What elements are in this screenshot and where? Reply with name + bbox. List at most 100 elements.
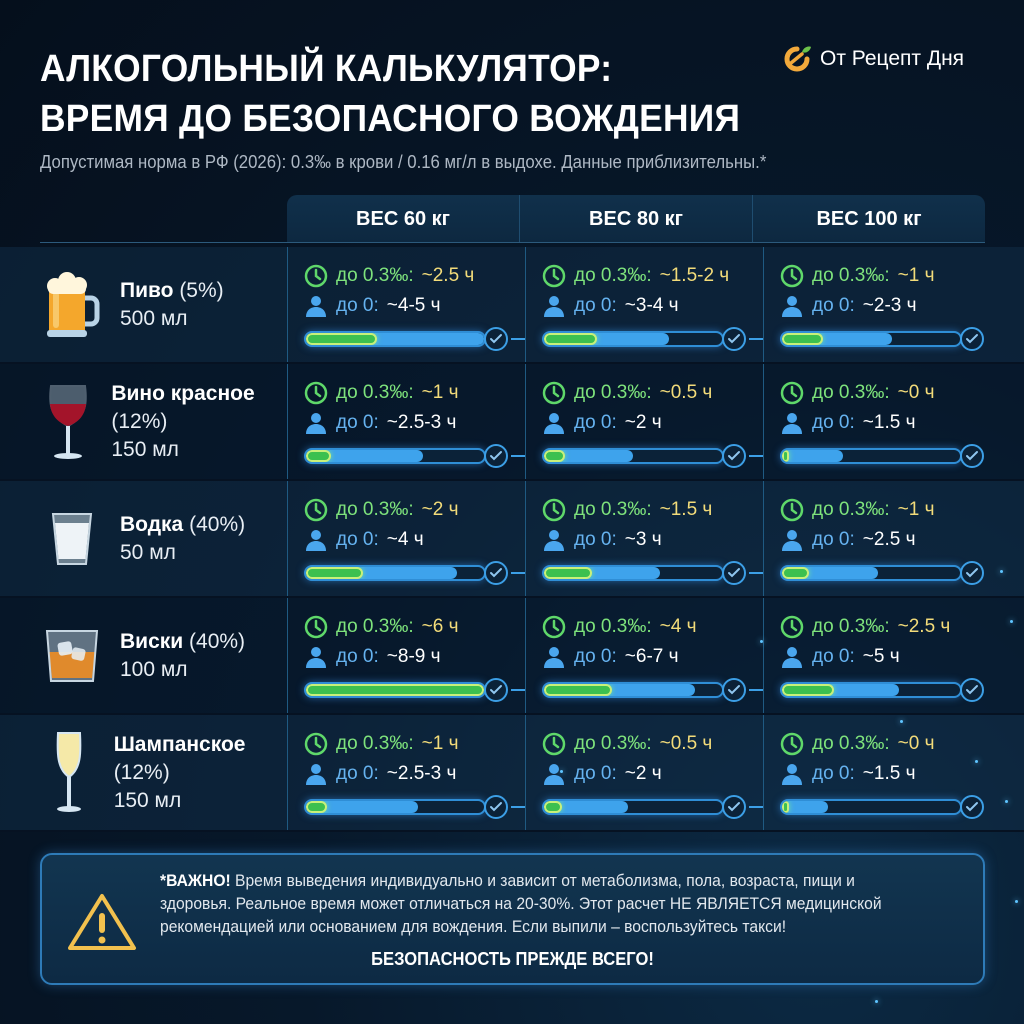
to-zero-value: ~3-4 ч xyxy=(624,295,679,316)
subtitle: Допустимая норма в РФ (2026): 0.3‰ в кро… xyxy=(40,152,767,172)
time-to-limit: до 0.3‰: ~1.5-2 ч xyxy=(542,261,747,291)
drink-info: Водка (40%) 50 мл xyxy=(0,481,287,596)
to-limit-value: ~1 ч xyxy=(897,499,935,520)
to-zero-value: ~1.5 ч xyxy=(862,412,916,433)
progress-track xyxy=(780,799,962,815)
time-to-zero: до 0: ~1.5 ч xyxy=(780,408,985,438)
disclaimer-body: Время выведения индивидуально и зависит … xyxy=(160,871,882,936)
decorative-star xyxy=(560,770,563,773)
to-zero-label: до 0: xyxy=(812,412,855,433)
check-badge xyxy=(722,327,746,351)
person-icon xyxy=(306,764,326,785)
drink-info: Шампанское (12%) 150 мл xyxy=(0,715,287,830)
check-icon xyxy=(728,568,740,578)
to-limit-value: ~0 ч xyxy=(897,733,935,754)
citrus-logo-icon xyxy=(784,46,811,72)
progress-to-limit xyxy=(782,333,823,345)
to-limit-label: до 0.3‰: xyxy=(336,499,414,520)
drink-volume: 150 мл xyxy=(111,437,179,461)
time-to-limit: до 0.3‰: ~1 ч xyxy=(780,261,985,291)
check-icon xyxy=(490,802,502,812)
progress-track xyxy=(304,682,486,698)
progress-to-zero xyxy=(782,801,829,813)
progress-to-limit xyxy=(544,567,593,579)
check-badge xyxy=(960,561,984,585)
time-to-limit: до 0.3‰: ~0.5 ч xyxy=(542,378,747,408)
time-to-limit: до 0.3‰: ~0 ч xyxy=(780,378,985,408)
to-limit-value: ~1 ч xyxy=(897,265,935,286)
clock-icon xyxy=(780,498,804,522)
brand-logo[interactable]: От Рецепт Дня xyxy=(782,42,964,76)
weight-cells: до 0.3‰: ~2 ч до 0: ~4 ч xyxy=(287,481,985,596)
drink-info: Виски (40%) 100 мл xyxy=(0,598,287,713)
weight-cells: до 0.3‰: ~1 ч до 0: ~2.5-3 ч xyxy=(287,715,985,830)
progress-to-limit xyxy=(782,567,809,579)
time-to-zero: до 0: ~2 ч xyxy=(542,759,747,789)
time-cell: до 0.3‰: ~1.5 ч до 0: ~3 ч xyxy=(525,481,763,596)
drink-volume: 500 мл xyxy=(120,306,188,330)
check-badge xyxy=(960,327,984,351)
drink-row: Водка (40%) 50 мл до 0.3‰: ~2 ч до 0: ~4… xyxy=(0,481,1024,598)
drink-name: Пиво xyxy=(120,278,174,302)
progress-bar xyxy=(780,444,985,468)
progress-track xyxy=(304,799,486,815)
check-badge xyxy=(722,444,746,468)
decorative-star xyxy=(1015,900,1018,903)
time-to-limit: до 0.3‰: ~2 ч xyxy=(304,495,509,525)
clock-icon xyxy=(304,381,328,405)
weight-column-headers: ВЕС 60 кг ВЕС 80 кг ВЕС 100 кг xyxy=(287,195,985,243)
time-to-zero: до 0: ~1.5 ч xyxy=(780,759,985,789)
to-zero-label: до 0: xyxy=(574,295,617,316)
progress-bar xyxy=(542,561,763,585)
connector-line xyxy=(749,806,763,808)
time-to-zero: до 0: ~4 ч xyxy=(304,525,509,555)
to-limit-label: до 0.3‰: xyxy=(574,265,652,286)
time-to-zero: до 0: ~3-4 ч xyxy=(542,291,747,321)
check-badge xyxy=(722,678,746,702)
progress-bar xyxy=(780,795,985,819)
time-cell: до 0.3‰: ~0 ч до 0: ~1.5 ч xyxy=(763,715,1001,830)
column-header-60: ВЕС 60 кг xyxy=(287,195,520,243)
time-cell: до 0.3‰: ~2 ч до 0: ~4 ч xyxy=(287,481,525,596)
check-badge xyxy=(484,678,508,702)
connector-line xyxy=(749,338,763,340)
progress-bar xyxy=(542,444,763,468)
progress-to-limit xyxy=(306,684,484,696)
connector-line xyxy=(511,806,525,808)
person-icon xyxy=(782,764,802,785)
progress-to-zero xyxy=(306,450,424,462)
drink-text: Шампанское (12%) 150 мл xyxy=(114,731,287,815)
progress-bar xyxy=(304,444,525,468)
connector-line xyxy=(511,455,525,457)
column-header-80: ВЕС 80 кг xyxy=(520,195,753,243)
clock-icon xyxy=(304,498,328,522)
check-badge xyxy=(960,678,984,702)
clock-icon xyxy=(542,732,566,756)
clock-icon xyxy=(304,732,328,756)
time-to-limit: до 0.3‰: ~2.5 ч xyxy=(780,612,985,642)
to-zero-value: ~2-3 ч xyxy=(862,295,917,316)
progress-to-limit xyxy=(544,333,598,345)
progress-track xyxy=(780,448,962,464)
to-zero-value: ~2 ч xyxy=(624,763,662,784)
progress-track xyxy=(542,799,724,815)
time-cell: до 0.3‰: ~1 ч до 0: ~2-3 ч xyxy=(763,247,1001,362)
connector-line xyxy=(511,338,525,340)
time-cell: до 0.3‰: ~1 ч до 0: ~2.5-3 ч xyxy=(287,364,525,479)
time-cell: до 0.3‰: ~6 ч до 0: ~8-9 ч xyxy=(287,598,525,713)
drink-volume: 50 мл xyxy=(120,540,176,564)
to-limit-value: ~1.5 ч xyxy=(659,499,713,520)
drink-info: Вино красное (12%) 150 мл xyxy=(0,364,287,479)
to-zero-label: до 0: xyxy=(812,646,855,667)
drink-row: Пиво (5%) 500 мл до 0.3‰: ~2.5 ч до 0: ~… xyxy=(0,247,1024,364)
check-badge xyxy=(960,795,984,819)
decorative-star xyxy=(760,640,763,643)
decorative-star xyxy=(1005,800,1008,803)
to-limit-value: ~1.5-2 ч xyxy=(659,265,730,286)
to-zero-value: ~2.5 ч xyxy=(862,529,916,550)
time-cell: до 0.3‰: ~0.5 ч до 0: ~2 ч xyxy=(525,715,763,830)
person-icon xyxy=(544,530,564,551)
progress-to-limit xyxy=(544,801,562,813)
decorative-star xyxy=(975,760,978,763)
progress-bar xyxy=(542,795,763,819)
